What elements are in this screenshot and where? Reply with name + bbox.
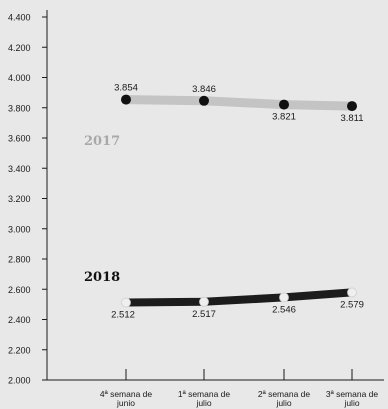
y-tick-label: 2.200 [8,345,31,355]
series-label-2018: 2018 [84,270,120,285]
x-tick-label: 3ª semana de julio [326,389,379,408]
y-tick-label: 3.200 [8,194,31,204]
data-label-2017: 3.811 [340,113,363,124]
x-tick-label: 1ª semana de julio [178,389,231,408]
data-point-2018 [199,296,209,307]
data-point-2017 [199,95,209,106]
data-label-2018: 2.546 [272,304,296,315]
data-label-2017: 3.846 [192,84,216,95]
data-point-2017 [279,99,289,110]
data-point-2018 [279,292,289,303]
series-line-2018 [122,288,356,307]
y-tick-label: 4.400 [8,13,31,23]
data-point-2017 [347,101,357,112]
y-tick-label: 3.800 [8,103,31,113]
x-tick-label: 2ª semana de julio [258,389,311,408]
y-tick-label: 2.000 [8,376,31,386]
y-tick-label: 2.800 [8,255,31,265]
data-label-2018: 2.517 [192,309,216,320]
y-tick-label: 2.600 [8,285,31,295]
y-tick-label: 4.000 [8,73,31,83]
y-tick-label: 3.000 [8,224,31,234]
y-tick-label: 4.200 [8,43,31,53]
series-line-2017 [121,95,357,111]
y-tick-label: 3.600 [8,134,31,144]
x-tick-label: 4ª semana de junio [100,389,153,408]
series-label-2017: 2017 [84,134,120,149]
data-label-2017: 3.821 [272,112,296,123]
data-point-2018 [347,287,357,298]
data-label-2018: 2.512 [111,310,135,321]
y-tick-label: 2.400 [8,315,31,325]
data-label-2017: 3.854 [114,83,138,94]
data-label-2018: 2.579 [340,299,364,310]
data-point-2017 [121,94,131,105]
data-point-2018 [121,297,131,308]
y-tick-label: 3.400 [8,164,31,174]
